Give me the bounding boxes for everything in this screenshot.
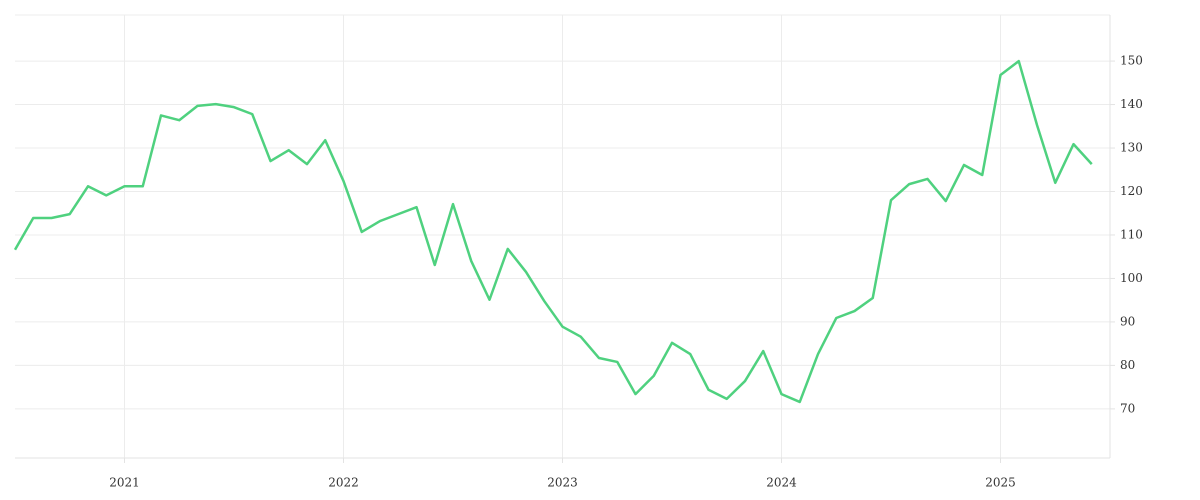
y-tick-label: 130 bbox=[1120, 141, 1143, 155]
y-tick-label: 100 bbox=[1120, 271, 1143, 285]
y-tick-label: 90 bbox=[1120, 314, 1135, 328]
data-line bbox=[13, 59, 1093, 404]
y-tick-label: 120 bbox=[1120, 184, 1143, 198]
y-tick-label: 80 bbox=[1120, 358, 1135, 372]
y-tick-label: 70 bbox=[1120, 401, 1135, 415]
y-tick-label: 110 bbox=[1120, 227, 1143, 241]
y-tick-label: 150 bbox=[1120, 54, 1143, 68]
x-tick-label: 2025 bbox=[985, 476, 1016, 490]
x-tick-label: 2024 bbox=[766, 476, 797, 490]
y-tick-label: 140 bbox=[1120, 97, 1143, 111]
x-tick-label: 2023 bbox=[547, 476, 578, 490]
x-tick-label: 2022 bbox=[328, 476, 359, 490]
x-tick-label: 2021 bbox=[109, 476, 140, 490]
